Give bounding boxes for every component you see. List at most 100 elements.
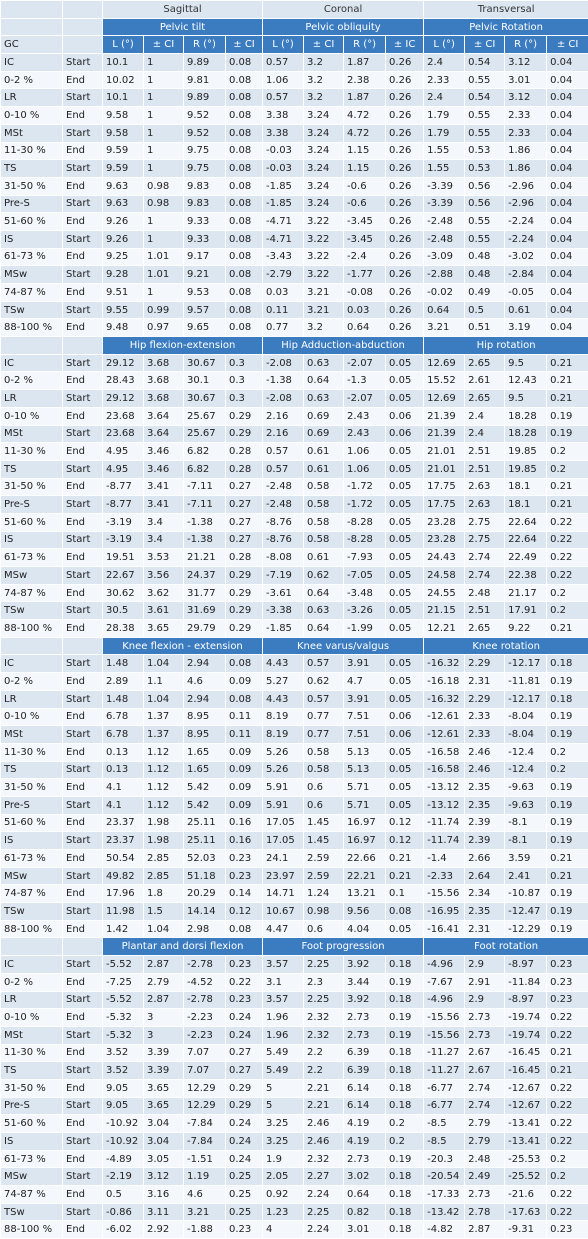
- event-label: Start: [62, 831, 103, 850]
- value-cell: 1: [143, 123, 184, 143]
- value-cell: 1.87: [343, 53, 387, 72]
- value-cell: -0.6: [343, 194, 387, 214]
- value-cell: 3.21: [423, 318, 466, 338]
- value-cell: 0.22: [224, 972, 264, 992]
- value-cell: 0.26: [385, 212, 425, 231]
- value-cell: 49.82: [102, 866, 144, 886]
- value-cell: 5.91: [262, 795, 305, 815]
- value-cell: 0.48: [464, 247, 506, 267]
- value-cell: 0.08: [224, 194, 264, 214]
- value-cell: -3.26: [343, 601, 387, 621]
- table-row: TS Start 0.13 1.12 1.65 0.09 5.26 0.58 5.13 0.05-…: [0, 760, 588, 780]
- value-cell: 0.18: [546, 689, 588, 709]
- value-cell: 0.29: [224, 1078, 264, 1098]
- gait-cycle-label: LR: [0, 88, 63, 108]
- value-cell: 3.57: [262, 990, 305, 1010]
- value-cell: 0.18: [546, 654, 588, 674]
- event-label: Start: [62, 495, 103, 514]
- section-title: Foot progression: [262, 937, 425, 957]
- value-cell: 0.29: [224, 566, 264, 585]
- value-cell: 0.54: [464, 53, 506, 72]
- value-cell: 0.3: [224, 353, 264, 373]
- value-cell: 3.68: [143, 389, 184, 408]
- value-cell: 5.49: [262, 1061, 305, 1080]
- event-label: End: [62, 371, 103, 391]
- section-title: Pelvic obliquity: [262, 17, 425, 37]
- value-cell: 2.9: [464, 990, 506, 1010]
- value-cell: 0.64: [343, 1185, 387, 1204]
- value-cell: -7.11: [183, 495, 226, 514]
- column-header: ± CI: [303, 35, 345, 55]
- value-cell: 0.26: [385, 265, 425, 284]
- gait-cycle-label: Pre-S: [0, 495, 63, 514]
- value-cell: -2.48: [262, 495, 305, 514]
- value-cell: 0.08: [224, 123, 264, 143]
- value-cell: -12.47: [504, 902, 548, 921]
- value-cell: -10.87: [504, 884, 548, 904]
- value-cell: 0.21: [546, 353, 588, 373]
- value-cell: 0.82: [343, 1202, 387, 1222]
- cell: [0, 336, 63, 355]
- value-cell: 2.33: [504, 123, 548, 143]
- value-cell: -15.56: [423, 1008, 466, 1027]
- value-cell: 5.71: [343, 795, 387, 815]
- value-cell: 1.15: [343, 141, 387, 161]
- value-cell: 0.2: [546, 1167, 588, 1187]
- value-cell: 3.12: [504, 88, 548, 108]
- value-cell: 18.28: [504, 406, 548, 426]
- gait-cycle-label: 11-30 %: [0, 742, 63, 762]
- value-cell: 0.63: [303, 353, 345, 373]
- value-cell: 2.92: [143, 1220, 184, 1239]
- value-cell: -2.48: [423, 212, 466, 231]
- value-cell: 0.08: [224, 318, 264, 338]
- value-cell: 5.27: [262, 672, 305, 691]
- table-row: 0-2 % End 10.02 1 9.81 0.08 1.06 3.2 2.38 0.26 2.3…: [0, 70, 588, 90]
- value-cell: 2.63: [464, 477, 506, 497]
- value-cell: 3.2: [303, 88, 345, 108]
- value-cell: 3.11: [143, 1202, 184, 1222]
- value-cell: 0.05: [385, 371, 425, 391]
- gait-cycle-label: Pre-S: [0, 1096, 63, 1116]
- value-cell: 0.16: [224, 813, 264, 833]
- value-cell: 9.5: [504, 389, 548, 408]
- gait-cycle-label: 0-10 %: [0, 106, 63, 125]
- value-cell: -2.84: [504, 265, 548, 284]
- value-cell: 1: [143, 53, 184, 72]
- value-cell: 2.94: [183, 654, 226, 674]
- value-cell: 0.18: [385, 990, 425, 1010]
- value-cell: 2.21: [303, 1096, 345, 1116]
- table-row: 88-100 % End 1.42 1.04 2.98 0.08 4.47 0.6 4.04 0.…: [0, 919, 588, 939]
- value-cell: -1.85: [262, 176, 305, 196]
- value-cell: -7.05: [343, 566, 387, 585]
- value-cell: 0.5: [464, 300, 506, 320]
- value-cell: 0.27: [224, 495, 264, 514]
- event-label: Start: [62, 353, 103, 373]
- gait-cycle-label: 0-2 %: [0, 371, 63, 391]
- value-cell: -1.77: [343, 265, 387, 284]
- gait-cycle-label: 88-100 %: [0, 919, 63, 939]
- value-cell: 9.51: [102, 283, 144, 302]
- value-cell: 0.6: [303, 778, 345, 797]
- value-cell: -13.41: [504, 1114, 548, 1133]
- table-row: MSt Start 6.78 1.37 8.95 0.11 8.19 0.77 7.51 0.06…: [0, 725, 588, 744]
- table-row: IC Start -5.52 2.87 -2.78 0.23 3.57 2.25 3.92 0.1…: [0, 955, 588, 974]
- value-cell: 25.11: [183, 831, 226, 850]
- value-cell: 5.13: [343, 760, 387, 780]
- value-cell: 13.21: [343, 884, 387, 904]
- value-cell: -2.24: [504, 229, 548, 249]
- table-row: 11-30 % End 0.13 1.12 1.65 0.09 5.26 0.58 5.13 0.…: [0, 742, 588, 762]
- value-cell: 0.05: [385, 477, 425, 497]
- value-cell: -11.81: [504, 672, 548, 691]
- value-cell: 0.05: [385, 601, 425, 621]
- column-header: R (°): [504, 35, 548, 55]
- value-cell: -1.99: [343, 619, 387, 638]
- value-cell: 0.21: [546, 866, 588, 886]
- column-header: L (°): [102, 35, 144, 55]
- value-cell: 15.52: [423, 371, 466, 391]
- value-cell: 12.21: [423, 619, 466, 638]
- value-cell: 0.23: [224, 990, 264, 1010]
- value-cell: 0.04: [546, 265, 588, 284]
- value-cell: 0.03: [343, 300, 387, 320]
- event-label: Start: [62, 159, 103, 178]
